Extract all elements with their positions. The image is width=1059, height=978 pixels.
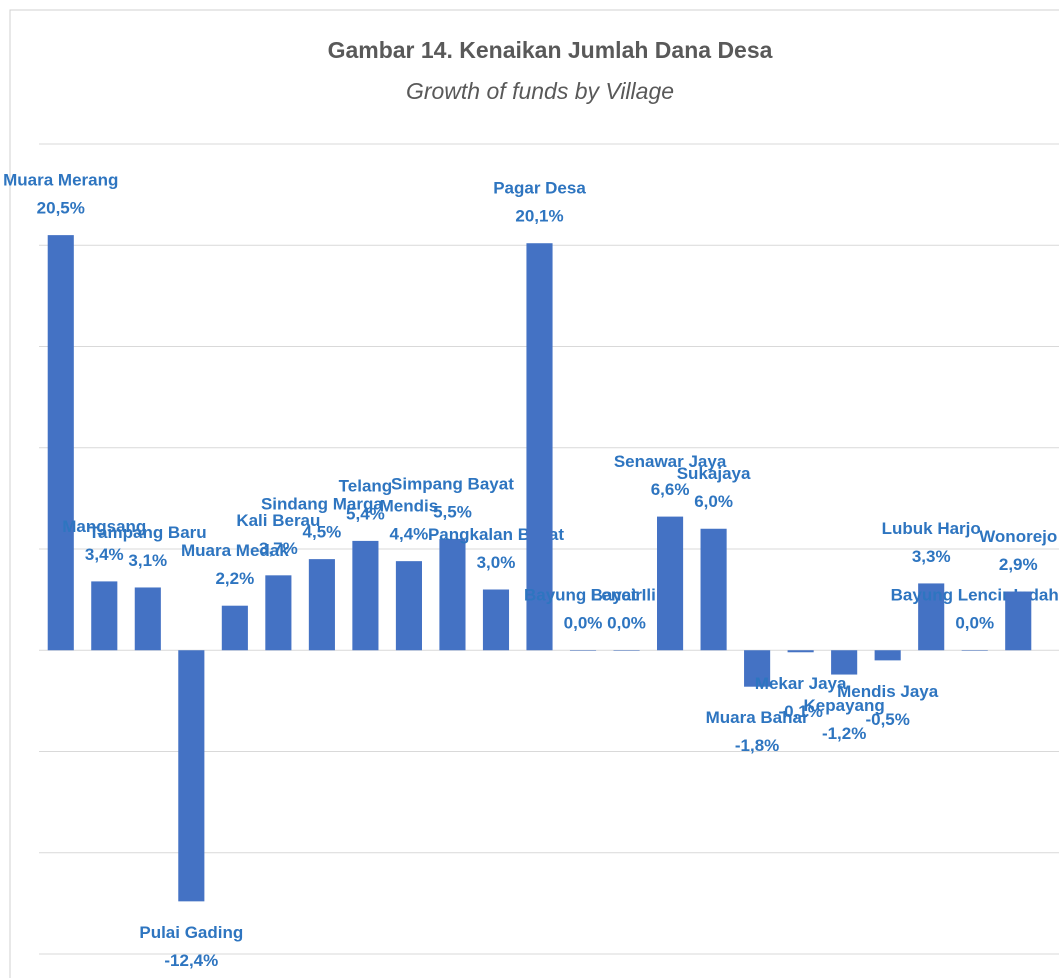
category-label: Mangsang <box>62 517 146 536</box>
chart-subtitle: Growth of funds by Village <box>406 78 674 104</box>
value-label: 4,4% <box>390 525 429 544</box>
category-label: Mendis <box>380 497 439 516</box>
bar <box>831 650 858 675</box>
category-label: Pulai Gading <box>139 923 243 942</box>
chart-title: Gambar 14. Kenaikan Jumlah Dana Desa <box>328 37 773 63</box>
value-label: 0,0% <box>564 614 603 633</box>
bar <box>221 605 248 651</box>
category-label: Bayat Ilir <box>591 586 663 605</box>
bar <box>47 235 74 651</box>
category-label: Sindang Marga <box>261 495 383 514</box>
value-label: 20,1% <box>515 207 563 226</box>
category-label: Kepayang <box>804 696 885 715</box>
value-label: -12,4% <box>164 951 218 970</box>
value-label: 4,5% <box>303 523 342 542</box>
bar <box>526 243 553 651</box>
category-label: Telang <box>339 476 393 495</box>
bar <box>308 559 335 651</box>
bar <box>265 575 292 651</box>
bar <box>874 650 901 661</box>
bar <box>569 650 597 651</box>
category-label: Lubuk Harjo <box>882 519 981 538</box>
category-label: Pagar Desa <box>493 179 586 198</box>
bar <box>744 650 771 687</box>
bar <box>613 650 640 651</box>
value-label: 5,4% <box>346 504 385 523</box>
value-label: -0,1% <box>778 702 822 721</box>
value-label: -1,2% <box>822 724 866 743</box>
bar <box>395 561 422 651</box>
value-label: 3,4% <box>85 545 124 564</box>
category-label: Muara Medak <box>181 541 289 560</box>
bar <box>178 650 205 902</box>
value-label: 20,5% <box>37 199 85 218</box>
category-label: Bayung Lencir <box>524 586 642 605</box>
value-label: 0,0% <box>607 614 646 633</box>
category-label: Tampang Baru <box>89 523 207 542</box>
value-label: 0,0% <box>955 614 994 633</box>
category-label: Senawar Jaya <box>614 452 727 471</box>
bar <box>657 516 684 651</box>
value-label: 3,1% <box>128 551 167 570</box>
bar <box>352 540 379 651</box>
bar <box>91 581 118 651</box>
value-label: 6,6% <box>651 480 690 499</box>
category-label: Muara Bahar <box>706 708 809 727</box>
category-label: Kali Berau <box>236 511 320 530</box>
value-label: 3,3% <box>912 547 951 566</box>
bar <box>961 650 988 651</box>
bar <box>482 589 510 651</box>
value-label: 3,0% <box>477 553 516 572</box>
bar <box>1005 591 1032 651</box>
category-label: Muara Merang <box>3 171 118 190</box>
category-label: Wonorejo <box>979 527 1057 546</box>
bar <box>700 528 727 651</box>
bar <box>439 538 466 651</box>
category-label: Bayung Lencir Indah <box>891 586 1059 605</box>
category-label: Simpang Bayat <box>391 474 514 493</box>
category-label: Sukajaya <box>677 464 751 483</box>
category-label: Mendis Jaya <box>837 682 939 701</box>
value-label: 2,2% <box>215 569 254 588</box>
value-label: 5,5% <box>433 502 472 521</box>
bar <box>787 650 814 653</box>
value-label: 3,7% <box>259 539 298 558</box>
category-label: Mekar Jaya <box>755 674 847 693</box>
value-label: -0,5% <box>865 710 909 729</box>
bar <box>134 587 161 651</box>
value-label: 6,0% <box>694 492 733 511</box>
bar <box>918 583 945 651</box>
value-label: -1,8% <box>735 736 779 755</box>
value-label: 2,9% <box>999 555 1038 574</box>
